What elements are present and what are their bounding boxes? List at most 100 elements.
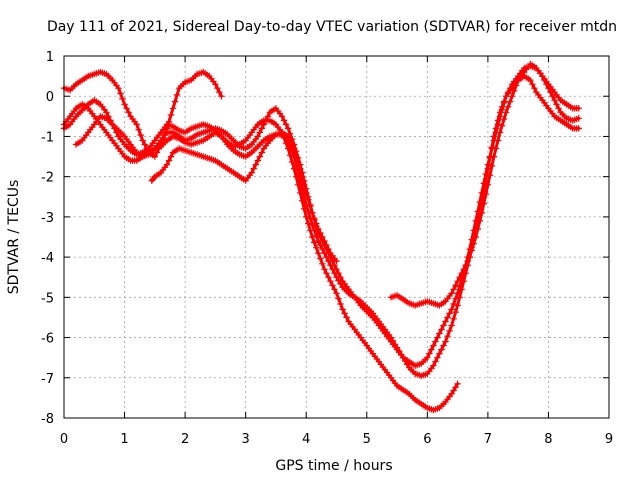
data-point xyxy=(163,161,171,168)
data-point xyxy=(504,89,512,96)
data-point xyxy=(498,122,506,129)
data-point xyxy=(327,278,334,285)
data-point xyxy=(292,152,300,159)
x-tick-label: 9 xyxy=(605,432,613,447)
data-point xyxy=(547,89,554,96)
x-tick-label: 5 xyxy=(363,432,371,447)
data-point xyxy=(125,109,132,116)
data-point xyxy=(458,270,465,277)
data-point xyxy=(452,384,459,391)
data-point xyxy=(313,244,320,251)
data-point xyxy=(549,93,556,100)
data-point xyxy=(454,380,461,387)
data-point xyxy=(444,314,451,321)
data-point xyxy=(531,85,538,92)
data-point xyxy=(424,354,431,361)
data-point xyxy=(167,153,175,160)
data-point xyxy=(448,290,455,297)
data-point xyxy=(280,117,288,124)
data-point xyxy=(500,99,508,107)
y-tick-label: -3 xyxy=(41,211,54,226)
data-point xyxy=(575,125,582,132)
data-point xyxy=(452,308,459,316)
y-tick-label: -7 xyxy=(41,372,54,387)
data-point xyxy=(490,153,498,160)
data-point xyxy=(478,209,485,217)
data-point xyxy=(282,121,290,128)
data-point xyxy=(214,85,221,92)
data-point xyxy=(319,233,326,241)
data-point xyxy=(551,97,558,104)
data-point xyxy=(294,158,302,166)
data-point xyxy=(323,241,330,249)
chart-title: Day 111 of 2021, Sidereal Day-to-day VTE… xyxy=(47,19,617,35)
y-tick-label: 1 xyxy=(46,50,54,65)
data-point xyxy=(434,334,441,341)
data-point xyxy=(512,82,520,89)
data-point xyxy=(252,161,259,168)
data-point xyxy=(543,81,550,88)
data-point xyxy=(502,109,510,116)
data-point xyxy=(510,87,518,95)
data-point xyxy=(254,157,261,164)
data-point xyxy=(169,105,177,112)
data-point xyxy=(299,173,306,180)
data-point xyxy=(339,306,346,313)
y-tick-label: -5 xyxy=(41,291,54,306)
data-point xyxy=(482,170,490,178)
data-point xyxy=(151,153,158,160)
data-point xyxy=(496,113,504,120)
data-point xyxy=(325,245,332,253)
series-line xyxy=(74,64,581,368)
data-point xyxy=(448,306,455,313)
data-point xyxy=(466,253,473,261)
data-point xyxy=(264,113,272,120)
data-point xyxy=(484,161,492,168)
data-point xyxy=(454,278,461,285)
data-point xyxy=(309,233,316,241)
data-point xyxy=(430,342,437,349)
x-tick-label: 1 xyxy=(120,432,128,447)
data-point xyxy=(470,240,477,247)
data-point xyxy=(454,302,461,309)
x-tick-label: 0 xyxy=(60,432,68,447)
data-point xyxy=(260,121,267,128)
data-point xyxy=(434,354,441,361)
data-point xyxy=(444,333,451,340)
series-track-5 xyxy=(148,129,340,265)
data-point xyxy=(218,93,225,100)
data-point xyxy=(436,350,443,357)
plot-area xyxy=(60,60,582,414)
data-point xyxy=(430,362,437,369)
data-point xyxy=(539,72,546,80)
y-tick-label: -1 xyxy=(41,130,54,145)
series-track-2 xyxy=(60,97,461,414)
y-tick-label: -2 xyxy=(41,171,54,186)
data-point xyxy=(319,260,326,267)
data-point xyxy=(258,125,265,132)
data-point xyxy=(115,85,122,92)
data-point xyxy=(500,115,508,123)
data-point xyxy=(305,196,312,203)
data-point xyxy=(329,282,336,289)
data-point xyxy=(432,358,439,365)
data-point xyxy=(167,111,175,119)
data-point xyxy=(212,81,219,88)
data-point xyxy=(313,220,320,227)
data-point xyxy=(323,270,330,277)
data-point xyxy=(341,310,348,317)
data-point xyxy=(258,149,265,156)
data-point xyxy=(288,141,296,148)
data-point xyxy=(482,190,490,198)
data-point xyxy=(553,101,560,108)
data-point xyxy=(309,209,316,217)
data-point xyxy=(331,262,338,269)
data-point xyxy=(450,300,457,308)
data-point xyxy=(436,330,443,337)
data-point xyxy=(446,310,453,317)
data-point xyxy=(450,286,457,293)
data-point xyxy=(442,318,449,325)
y-tick-label: -4 xyxy=(41,251,54,266)
data-point xyxy=(335,270,342,277)
